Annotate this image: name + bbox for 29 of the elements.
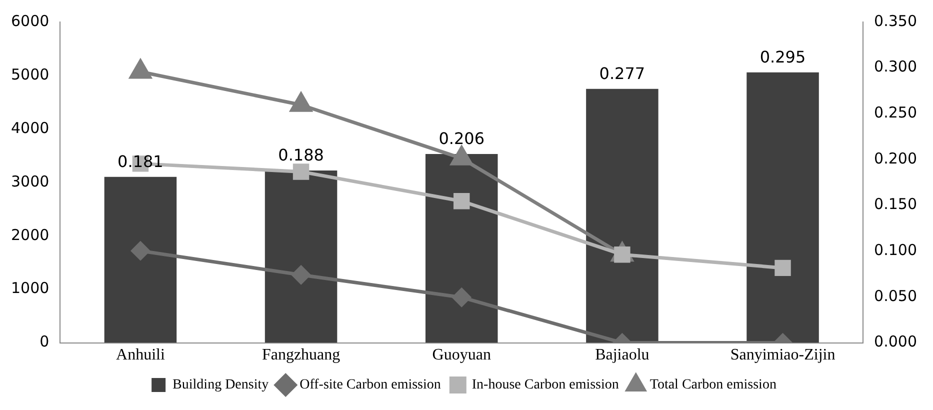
x-tick-label: Anhuili — [116, 346, 166, 364]
y-tick-label: 3000 — [10, 172, 50, 190]
legend-label: Off-site Carbon emission — [300, 378, 441, 393]
legend-label: Building Density — [172, 378, 269, 393]
y-tick-label: 0 — [40, 332, 50, 351]
data-label: 0.181 — [118, 152, 164, 172]
data-label: 0.295 — [760, 48, 806, 67]
x-tick-label: Fangzhuang — [262, 346, 340, 364]
y2-tick-label: 0.350 — [874, 12, 918, 30]
data-label: 0.206 — [438, 129, 485, 148]
y-tick-label: 5000 — [10, 65, 50, 84]
y2-tick-label: 0.100 — [874, 241, 918, 260]
y2-tick-label: 0.000 — [874, 332, 918, 351]
data-label: 0.188 — [278, 146, 324, 165]
legend-label: In-house Carbon emission — [472, 378, 619, 393]
legend-label: Total Carbon emission — [650, 378, 776, 393]
data-label: 0.277 — [599, 64, 646, 84]
y2-tick-label: 0.200 — [874, 149, 918, 168]
y2-tick-label: 0.050 — [874, 286, 918, 305]
y2-tick-label: 0.250 — [874, 104, 918, 122]
x-tick-label: Sanyimiao-Zijin — [730, 346, 836, 364]
x-tick-label: Guoyuan — [432, 346, 491, 364]
y-tick-label: 2000 — [10, 226, 50, 244]
y2-tick-label: 0.150 — [874, 195, 918, 214]
y-tick-label: 4000 — [10, 118, 50, 137]
y2-tick-label: 0.300 — [874, 58, 918, 76]
y-tick-label: 1000 — [10, 279, 50, 298]
y-tick-label: 6000 — [10, 12, 50, 30]
x-tick-label: Bajiaolu — [595, 346, 650, 364]
